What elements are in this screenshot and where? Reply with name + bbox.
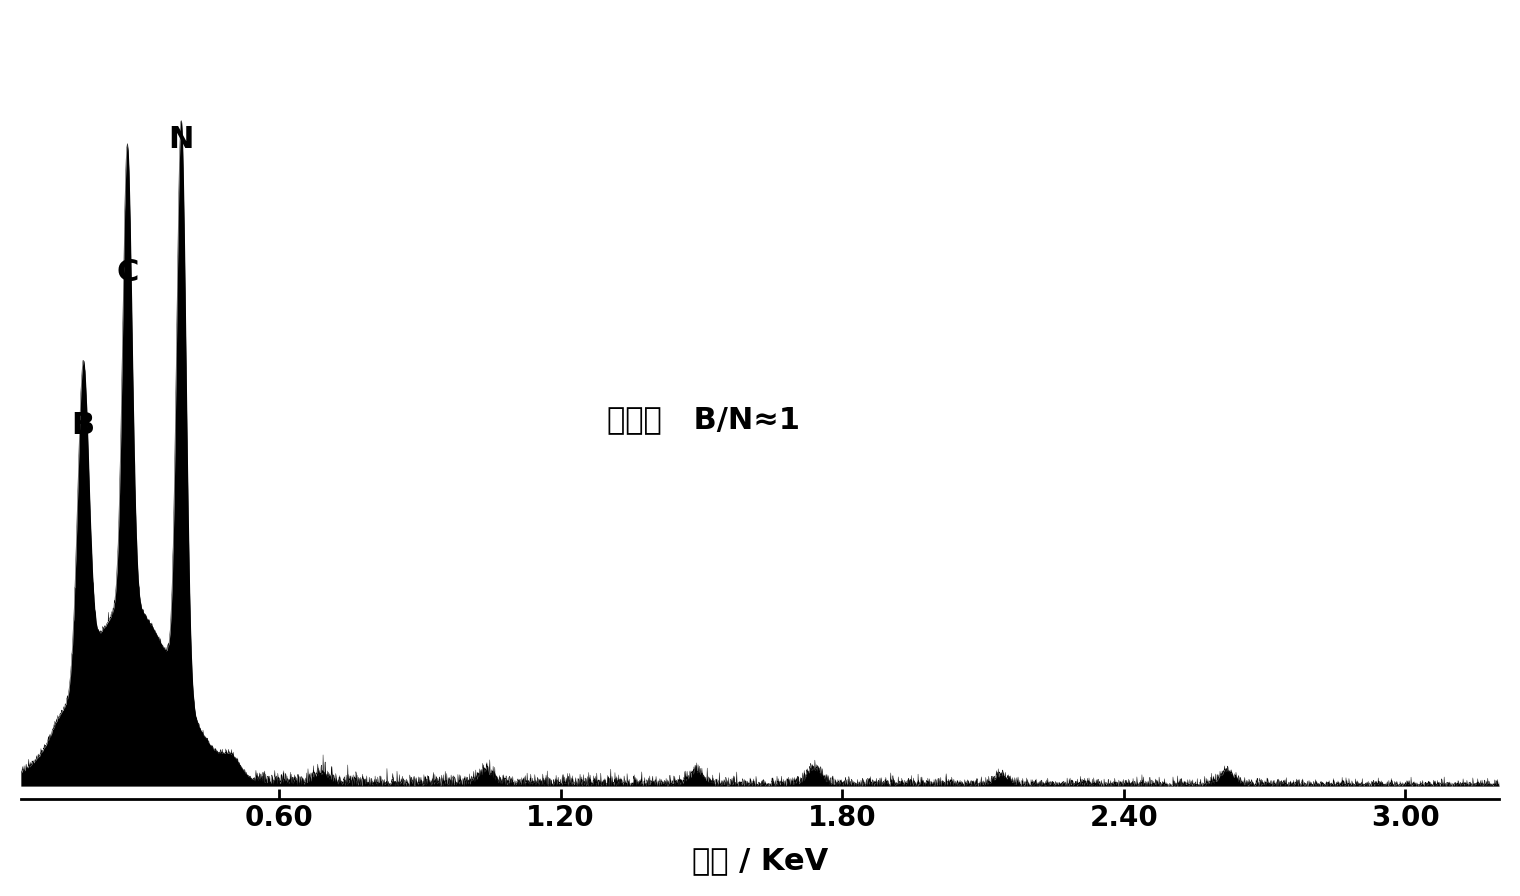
Text: B: B bbox=[71, 411, 94, 440]
Text: C: C bbox=[116, 258, 138, 287]
Text: N: N bbox=[169, 125, 195, 154]
Text: 原子比   B/N≈1: 原子比 B/N≈1 bbox=[608, 406, 801, 435]
X-axis label: 能量 / KeV: 能量 / KeV bbox=[692, 846, 828, 875]
